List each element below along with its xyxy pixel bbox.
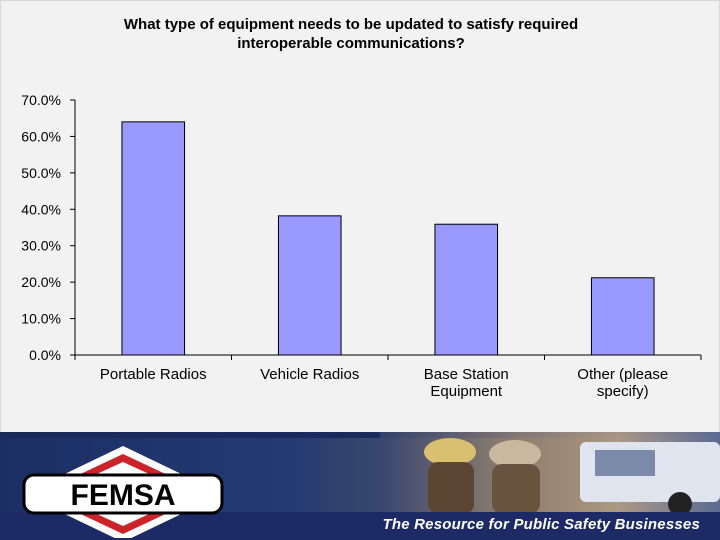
x-category-label: Other (please — [577, 366, 668, 383]
y-tick-label: 40.0% — [21, 201, 61, 217]
chart-title-line-1: What type of equipment needs to be updat… — [123, 16, 579, 33]
x-category-label: Vehicle Radios — [260, 366, 359, 383]
chart-panel: 0.0% 10.0% 20.0% 30.0% 40.0% 50.0% 60.0% 70.0% … — [0, 0, 720, 434]
bar-chart: 0.0%10.0%20.0%30.0%40.0%50.0%60.0%70.0% … — [21, 92, 702, 400]
bar — [590, 277, 655, 356]
y-tick-label: 0.0% — [29, 347, 61, 363]
x-category-label: specify) — [597, 383, 649, 400]
y-tick-label: 30.0% — [21, 238, 61, 254]
logo-text: FEMSA — [71, 479, 176, 512]
y-tick-label: 10.0% — [21, 311, 61, 327]
firefighters-photo — [380, 432, 720, 514]
bar — [434, 223, 499, 356]
chart-title-line-2: interoperable communications? — [237, 35, 465, 52]
bar — [277, 215, 342, 356]
x-category-label: Base Station — [424, 366, 509, 383]
footer-top-stripe — [0, 432, 720, 438]
y-tick-label: 70.0% — [21, 92, 61, 108]
tagline: The Resource for Public Safety Businesse… — [382, 516, 700, 533]
femsa-logo: FEMSA — [22, 446, 224, 538]
bar — [121, 121, 186, 356]
chart-title: What type of equipment needs to be updat… — [91, 15, 611, 53]
y-tick-label: 20.0% — [21, 274, 61, 290]
x-category-label: Equipment — [430, 383, 503, 400]
y-tick-label: 50.0% — [21, 165, 61, 181]
x-category-label: Portable Radios — [100, 366, 207, 383]
footer-banner: The Resource for Public Safety Businesse… — [0, 432, 720, 540]
y-tick-label: 60.0% — [21, 128, 61, 144]
